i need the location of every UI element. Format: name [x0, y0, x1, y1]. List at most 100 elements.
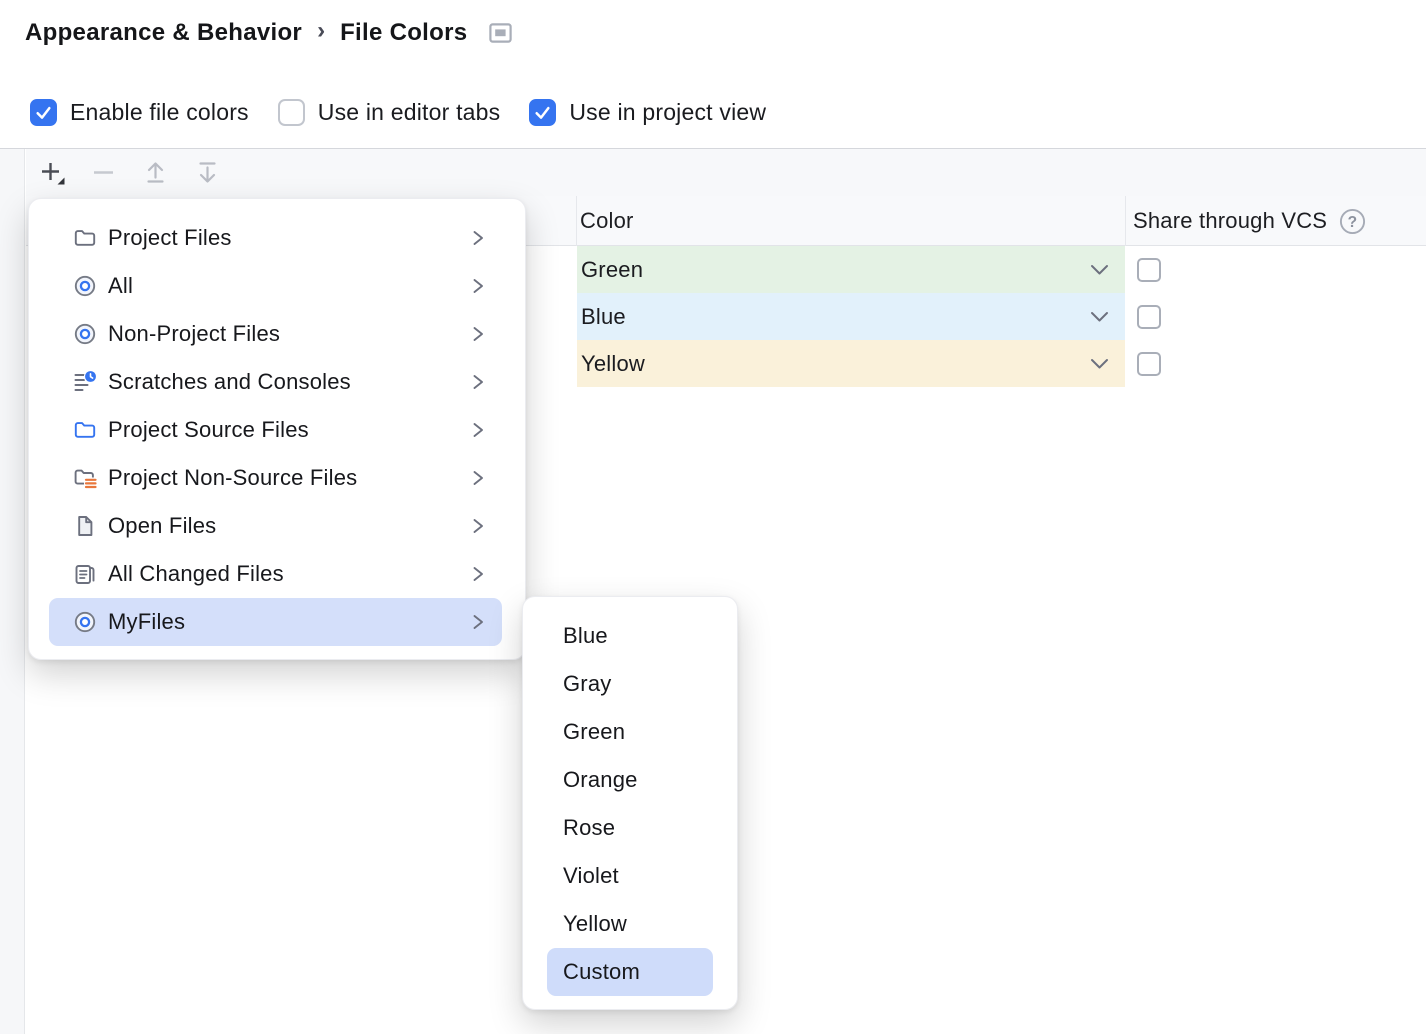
submenu-item-custom[interactable]: Custom [547, 948, 713, 996]
submenu-item-label: Rose [563, 815, 616, 840]
color-cell-label: Green [581, 256, 644, 282]
scope-icon [73, 274, 97, 298]
column-header-color[interactable]: Color [580, 196, 634, 246]
scope-icon [73, 322, 97, 346]
page-title: File Colors [340, 19, 468, 46]
option-enable-file-colors: Enable file colors [30, 99, 249, 126]
options-row: Enable file colors Use in editor tabs Us… [30, 99, 766, 126]
menu-item-myfiles[interactable]: MyFiles [49, 598, 502, 646]
file-icon [73, 514, 97, 538]
submenu-item-label: Green [563, 719, 626, 744]
menu-item-project-non-source-files[interactable]: Project Non-Source Files [49, 454, 502, 502]
enable-file-colors-checkbox[interactable] [30, 99, 57, 126]
submenu-item-label: Orange [563, 767, 638, 792]
menu-item-label: Open Files [108, 513, 217, 538]
menu-item-label: Project Source Files [108, 417, 309, 442]
submenu-item-label: Custom [563, 959, 640, 984]
menu-item-label: All [108, 273, 134, 298]
color-cell[interactable]: Yellow [577, 340, 1125, 387]
scope-icon [73, 610, 97, 634]
scope-menu-popup: Project Files All Non-Project Files [28, 198, 526, 660]
move-down-button[interactable] [193, 158, 222, 187]
table-row: Green [26, 246, 1426, 293]
color-cell-label: Yellow [581, 350, 645, 376]
remove-button[interactable] [89, 158, 118, 187]
folder-icon [73, 226, 97, 250]
column-header-label: Color [580, 208, 634, 233]
menu-item-all[interactable]: All [49, 262, 502, 310]
column-header-label: Share through VCS [1133, 208, 1328, 233]
checkmark-icon [535, 106, 550, 119]
chevron-down-icon[interactable] [1090, 264, 1109, 276]
menu-item-project-files[interactable]: Project Files [49, 214, 502, 262]
color-cell[interactable]: Green [577, 246, 1125, 293]
chevron-down-icon[interactable] [1090, 358, 1109, 370]
changed-files-icon [73, 562, 97, 586]
submenu-item-yellow[interactable]: Yellow [547, 900, 713, 948]
share-vcs-checkbox[interactable] [1137, 352, 1161, 376]
file-colors-table: Green Blue Yellow [26, 246, 1426, 387]
menu-item-label: Project Non-Source Files [108, 465, 358, 490]
breadcrumb: Appearance & Behavior › File Colors [25, 17, 513, 47]
checkbox-label: Enable file colors [70, 99, 249, 125]
chevron-right-icon [471, 421, 485, 439]
chevron-right-icon [471, 469, 485, 487]
submenu-item-gray[interactable]: Gray [547, 660, 713, 708]
arrow-up-bar-icon [147, 162, 164, 183]
checkbox-label: Use in editor tabs [317, 99, 501, 125]
use-in-editor-tabs-checkbox[interactable] [277, 99, 305, 126]
menu-item-non-project-files[interactable]: Non-Project Files [49, 310, 502, 358]
folder-non-source-icon [73, 466, 97, 490]
checkmark-icon [36, 106, 51, 119]
submenu-item-green[interactable]: Green [547, 708, 713, 756]
chevron-right-icon [471, 613, 485, 631]
file-colors-toolbar [26, 149, 1426, 196]
submenu-item-violet[interactable]: Violet [547, 852, 713, 900]
arrow-down-bar-icon [199, 162, 216, 183]
color-cell-label: Blue [581, 303, 626, 329]
submenu-item-orange[interactable]: Orange [547, 756, 713, 804]
option-use-in-editor-tabs: Use in editor tabs [277, 99, 501, 126]
submenu-item-blue[interactable]: Blue [547, 612, 713, 660]
share-vcs-checkbox[interactable] [1137, 258, 1161, 282]
column-separator [576, 196, 577, 246]
option-use-in-project-view: Use in project view [529, 99, 766, 126]
chevron-right-icon [471, 373, 485, 391]
scratches-icon [73, 370, 97, 394]
submenu-item-label: Gray [563, 671, 612, 696]
menu-item-label: MyFiles [108, 609, 186, 634]
menu-item-label: All Changed Files [108, 561, 284, 586]
svg-text:?: ? [1348, 214, 1358, 231]
plus-dropdown-icon [42, 163, 65, 185]
chevron-right-icon [471, 325, 485, 343]
color-cell[interactable]: Blue [577, 293, 1125, 340]
color-submenu-popup: Blue Gray Green Orange Rose Violet Yello… [522, 596, 738, 1010]
menu-item-label: Project Files [108, 225, 232, 250]
move-up-button[interactable] [141, 158, 170, 187]
share-vcs-checkbox[interactable] [1137, 305, 1161, 329]
menu-item-project-source-files[interactable]: Project Source Files [49, 406, 502, 454]
submenu-item-rose[interactable]: Rose [547, 804, 713, 852]
panel-top-border [0, 148, 1426, 149]
menu-item-scratches-and-consoles[interactable]: Scratches and Consoles [49, 358, 502, 406]
chevron-down-icon[interactable] [1090, 311, 1109, 323]
menu-item-label: Non-Project Files [108, 321, 281, 346]
checkbox-label: Use in project view [569, 99, 767, 125]
add-button[interactable] [37, 158, 66, 187]
breadcrumb-separator-icon: › [317, 17, 326, 44]
table-row: Yellow [26, 340, 1426, 387]
help-icon[interactable]: ? [1339, 208, 1366, 235]
folder-source-icon [73, 418, 97, 442]
chevron-right-icon [471, 565, 485, 583]
menu-item-open-files[interactable]: Open Files [49, 502, 502, 550]
submenu-item-label: Violet [563, 863, 619, 888]
column-header-share-vcs[interactable]: Share through VCS ? [1133, 196, 1366, 246]
column-separator [1125, 196, 1126, 246]
breadcrumb-section[interactable]: Appearance & Behavior [25, 19, 303, 46]
settings-panel-icon[interactable] [489, 23, 513, 43]
menu-item-all-changed-files[interactable]: All Changed Files [49, 550, 502, 598]
minus-icon [94, 171, 113, 174]
menu-item-label: Scratches and Consoles [108, 369, 351, 394]
use-in-project-view-checkbox[interactable] [529, 99, 557, 126]
panel-left-margin [0, 149, 25, 1034]
